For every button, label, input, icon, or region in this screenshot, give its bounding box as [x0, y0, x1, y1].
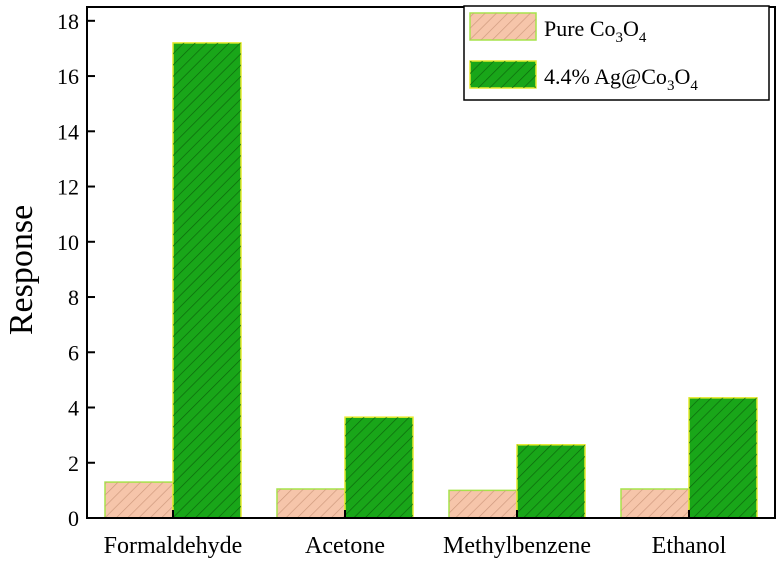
bar-hatch-pure-co3o4-acetone	[277, 488, 345, 518]
legend-label-ag-co3o4: 4.4% Ag@Co3O4	[544, 64, 698, 94]
y-tick-label-18: 18	[57, 9, 79, 34]
x-tick-label-ethanol: Ethanol	[652, 533, 727, 559]
y-axis-ticks: 0 2 4 6 8 10 12 14 16 18	[57, 9, 95, 531]
legend-entry-pure-co3o4: Pure Co3O4	[469, 12, 647, 46]
x-axis-ticks: Formaldehyde Acetone Methylbenzene Ethanol	[104, 510, 727, 559]
bars-layer	[104, 42, 758, 519]
y-tick-label-6: 6	[68, 340, 79, 365]
bar-hatch-4-4-ag-co3o4-formaldehyde	[173, 42, 241, 518]
bar-hatch-4-4-ag-co3o4-acetone	[345, 417, 413, 518]
y-tick-label-10: 10	[57, 230, 79, 255]
x-tick-label-acetone: Acetone	[305, 533, 385, 559]
legend-swatch-hatch-pure-co3o4	[470, 13, 536, 40]
bar-hatch-4-4-ag-co3o4-methylbenzene	[517, 444, 585, 518]
y-axis-label: Response	[3, 205, 40, 335]
y-tick-label-0: 0	[68, 506, 79, 531]
y-tick-label-16: 16	[57, 64, 79, 89]
y-tick-label-14: 14	[57, 119, 79, 144]
y-tick-label-12: 12	[57, 175, 79, 200]
y-tick-label-2: 2	[68, 451, 79, 476]
bar-hatch-pure-co3o4-formaldehyde	[105, 482, 173, 518]
legend-swatch-hatch-ag-co3o4	[470, 61, 536, 88]
bar-hatch-pure-co3o4-ethanol	[621, 488, 689, 518]
bar-hatch-4-4-ag-co3o4-ethanol	[689, 397, 757, 518]
y-tick-label-8: 8	[68, 285, 79, 310]
plot-frame	[86, 6, 776, 519]
legend-label-pure-co3o4: Pure Co3O4	[544, 16, 647, 46]
legend-entry-ag-co3o4: 4.4% Ag@Co3O4	[469, 60, 698, 94]
x-tick-label-formaldehyde: Formaldehyde	[104, 533, 243, 559]
legend: Pure Co3O4 4.4% Ag@Co3O4	[463, 5, 770, 101]
bar-hatch-pure-co3o4-methylbenzene	[449, 490, 517, 518]
x-tick-label-methylbenzene: Methylbenzene	[443, 533, 591, 559]
y-tick-label-4: 4	[68, 396, 79, 421]
